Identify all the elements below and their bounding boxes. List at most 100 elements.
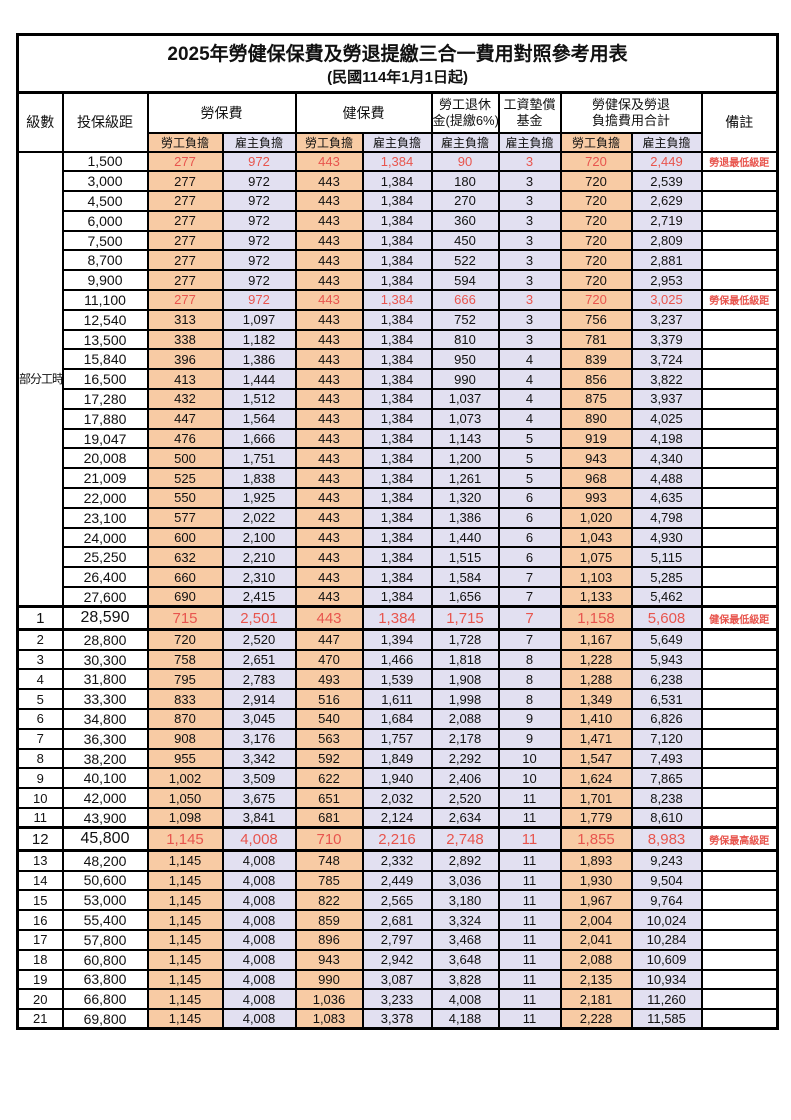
table-row: 5 33,300 833 2,914 516 1,611 1,998 8 1,349 6,531 [16, 688, 779, 711]
cell-level: 12 [16, 826, 64, 853]
cell-pension-employer: 666 [430, 289, 500, 311]
cell-bracket: 11,100 [61, 289, 149, 311]
cell-total-employer: 6,531 [630, 688, 703, 711]
cell-pension-employer: 2,292 [430, 747, 500, 770]
subheader-pension-employer: 雇主負擔 [430, 131, 500, 153]
cell-pension-employer: 1,818 [430, 648, 500, 671]
cell-labor-employer: 1,751 [221, 447, 297, 470]
table-row: 19 63,800 1,145 4,008 990 3,087 3,828 11 2,135 10… [16, 968, 779, 991]
cell-labor-employer: 972 [221, 269, 297, 292]
cell-wage-fund-employer: 10 [497, 747, 562, 770]
cell-health-employer: 1,384 [361, 289, 433, 311]
header-health-fee: 健保費 [294, 91, 433, 134]
table-row: 9 40,100 1,002 3,509 622 1,940 2,406 10 1,624 7,8… [16, 767, 779, 790]
cell-pension-employer: 990 [430, 368, 500, 391]
cell-total-employee: 720 [559, 150, 633, 173]
cell-labor-employee: 525 [146, 467, 224, 490]
cell-remark: 健保最低級距 [700, 605, 779, 632]
cell-remark [700, 190, 779, 212]
cell-remark [700, 308, 779, 331]
cell-bracket: 33,300 [61, 688, 149, 711]
cell-total-employer: 9,764 [630, 889, 703, 912]
cell-total-employee: 1,701 [559, 787, 633, 809]
cell-health-employee: 822 [294, 889, 364, 912]
cell-labor-employee: 277 [146, 249, 224, 272]
cell-labor-employer: 3,176 [221, 727, 297, 750]
cell-total-employee: 781 [559, 328, 633, 351]
cell-bracket: 4,500 [61, 190, 149, 212]
cell-health-employer: 1,384 [361, 348, 433, 371]
cell-remark [700, 767, 779, 790]
cell-health-employee: 493 [294, 668, 364, 691]
cell-health-employer: 1,757 [361, 727, 433, 750]
cell-pension-employer: 180 [430, 170, 500, 193]
cell-total-employee: 943 [559, 447, 633, 470]
cell-total-employer: 10,934 [630, 968, 703, 991]
cell-pension-employer: 1,908 [430, 668, 500, 691]
cell-total-employer: 3,724 [630, 348, 703, 371]
table-row: 12 45,800 1,145 4,008 710 2,216 2,748 11 1,855 8,… [16, 826, 779, 853]
cell-health-employer: 1,384 [361, 546, 433, 569]
cell-remark [700, 487, 779, 509]
cell-pension-employer: 752 [430, 308, 500, 331]
subheader-labor-employer: 雇主負擔 [221, 131, 297, 153]
cell-total-employee: 1,020 [559, 506, 633, 529]
cell-total-employer: 4,635 [630, 487, 703, 509]
subheader-total-employee: 勞工負擔 [559, 131, 633, 153]
cell-total-employer: 3,025 [630, 289, 703, 311]
cell-labor-employee: 1,145 [146, 826, 224, 853]
cell-total-employer: 8,610 [630, 807, 703, 829]
cell-labor-employee: 1,050 [146, 787, 224, 809]
cell-level: 13 [16, 849, 64, 872]
cell-health-employee: 443 [294, 506, 364, 529]
table-row: 3 30,300 758 2,651 470 1,466 1,818 8 1,228 5,943 [16, 648, 779, 671]
cell-remark [700, 506, 779, 529]
cell-remark [700, 348, 779, 371]
cell-bracket: 69,800 [61, 1008, 149, 1030]
cell-total-employer: 7,865 [630, 767, 703, 790]
cell-labor-employee: 1,145 [146, 928, 224, 951]
cell-bracket: 53,000 [61, 889, 149, 912]
cell-wage-fund-employer: 11 [497, 948, 562, 971]
cell-remark [700, 988, 779, 1011]
cell-labor-employer: 972 [221, 229, 297, 252]
cell-health-employee: 443 [294, 427, 364, 450]
cell-labor-employer: 2,022 [221, 506, 297, 529]
cell-remark: 勞退最低級距 [700, 150, 779, 173]
cell-remark [700, 928, 779, 951]
cell-remark [700, 889, 779, 912]
cell-pension-employer: 1,656 [430, 586, 500, 608]
cell-remark [700, 849, 779, 872]
cell-health-employer: 1,384 [361, 170, 433, 193]
cell-bracket: 38,200 [61, 747, 149, 770]
cell-labor-employee: 720 [146, 628, 224, 651]
cell-remark [700, 526, 779, 549]
cell-remark [700, 688, 779, 711]
cell-pension-employer: 1,037 [430, 388, 500, 410]
cell-labor-employee: 277 [146, 190, 224, 212]
cell-remark [700, 727, 779, 750]
cell-remark [700, 648, 779, 671]
cell-pension-employer: 450 [430, 229, 500, 252]
cell-level: 21 [16, 1008, 64, 1030]
cell-labor-employee: 1,145 [146, 869, 224, 892]
cell-total-employer: 5,462 [630, 586, 703, 608]
cell-health-employee: 990 [294, 968, 364, 991]
cell-health-employer: 1,384 [361, 566, 433, 589]
cell-total-employee: 720 [559, 190, 633, 212]
cell-wage-fund-employer: 10 [497, 767, 562, 790]
cell-remark [700, 249, 779, 272]
cell-remark [700, 546, 779, 569]
cell-health-employer: 3,087 [361, 968, 433, 991]
header-level: 級數 [16, 91, 64, 153]
cell-pension-employer: 1,515 [430, 546, 500, 569]
cell-total-employer: 10,284 [630, 928, 703, 951]
table-row: 6 34,800 870 3,045 540 1,684 2,088 9 1,410 6,826 [16, 708, 779, 730]
cell-pension-employer: 4,008 [430, 988, 500, 1011]
cell-health-employee: 443 [294, 170, 364, 193]
cell-labor-employee: 550 [146, 487, 224, 509]
subheader-labor-employee: 勞工負擔 [146, 131, 224, 153]
cell-level: 10 [16, 787, 64, 809]
cell-labor-employee: 500 [146, 447, 224, 470]
cell-part-time-label: 部分工時 [16, 150, 64, 608]
